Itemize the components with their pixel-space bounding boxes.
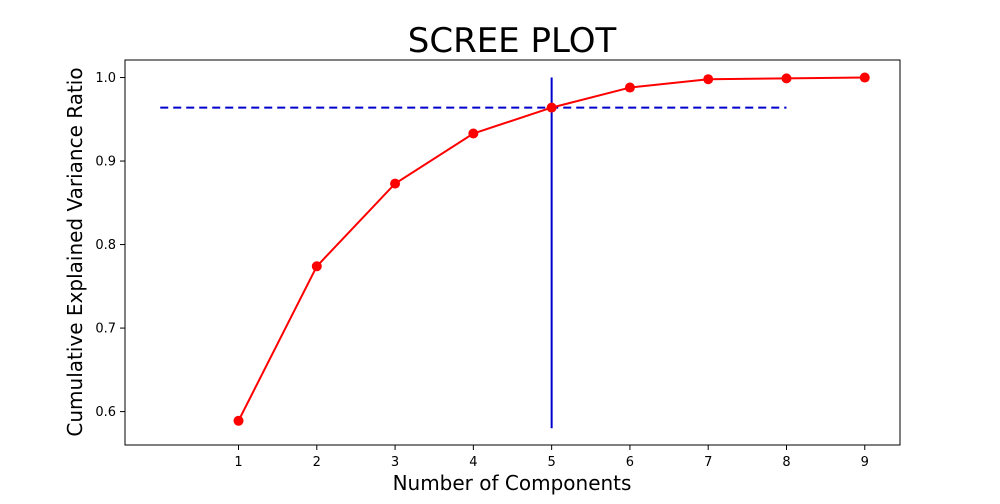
x-tick-label: 7: [704, 455, 712, 470]
data-point: [546, 102, 557, 113]
x-tick-label: 2: [313, 455, 321, 470]
x-tick-label: 8: [782, 455, 790, 470]
y-tick-label: 0.8: [95, 238, 116, 253]
y-tick-label: 0.6: [95, 405, 116, 420]
data-point: [859, 72, 870, 83]
data-point: [233, 415, 244, 426]
y-axis-label: Cumulative Explained Variance Ratio: [63, 67, 87, 436]
y-tick-label: 0.7: [95, 322, 116, 337]
x-tick-label: 5: [548, 455, 556, 470]
data-point: [468, 128, 479, 139]
x-tick-label: 3: [391, 455, 399, 470]
x-tick-label: 4: [469, 455, 477, 470]
y-tick-label: 0.9: [95, 155, 116, 170]
chart-title: SCREE PLOT: [408, 21, 617, 61]
x-tick-label: 6: [626, 455, 634, 470]
plot-frame: [124, 59, 901, 446]
x-tick-label: 9: [861, 455, 869, 470]
data-point: [703, 74, 714, 85]
data-point: [390, 178, 401, 189]
x-tick-label: 1: [234, 455, 242, 470]
x-axis-label: Number of Components: [393, 471, 632, 495]
data-point: [781, 73, 792, 84]
y-tick-label: 1.0: [95, 71, 116, 86]
data-point: [311, 261, 322, 272]
data-point: [624, 82, 635, 93]
